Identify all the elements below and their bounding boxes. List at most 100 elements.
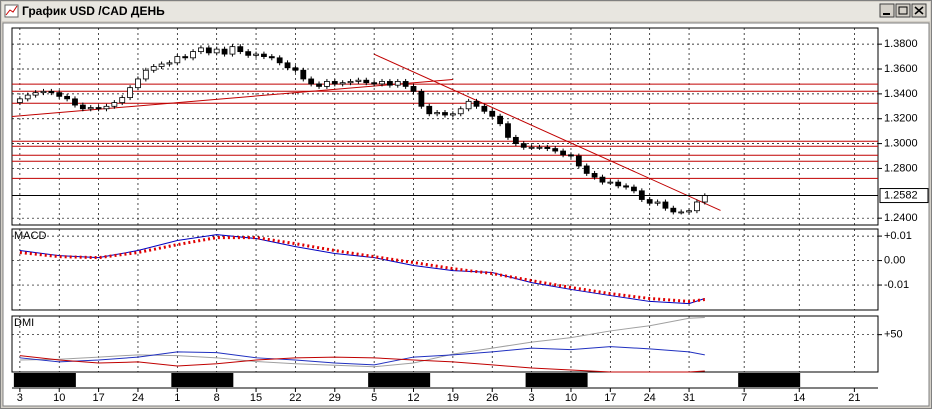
x-tick-label: 5: [371, 392, 377, 404]
candle-body: [426, 105, 433, 115]
title-bar: [2, 2, 930, 21]
y-tick-label: 1.3000: [884, 137, 918, 149]
candle-body: [245, 51, 252, 56]
indicator-line: [19, 355, 705, 373]
candle-body: [371, 82, 378, 85]
chart-area: [2, 22, 930, 407]
candle-body: [615, 181, 622, 187]
x-tick-label: 10: [53, 392, 65, 404]
month-label-box: [368, 373, 431, 387]
candle-body: [316, 83, 322, 87]
candle-body: [418, 90, 425, 107]
candle-body: [560, 150, 566, 156]
candle-body: [449, 113, 456, 116]
x-tick-label: 26: [486, 392, 498, 404]
candle-body: [552, 148, 559, 152]
candle-body: [489, 110, 496, 117]
x-tick-label: 17: [604, 392, 616, 404]
candle-body: [72, 98, 78, 106]
candle-body: [457, 108, 464, 115]
candle-body: [300, 69, 307, 80]
candle-body: [402, 81, 409, 87]
month-label: Июль 2017: [530, 374, 586, 386]
month-label-box: [13, 373, 76, 387]
candle-body: [473, 100, 480, 107]
candle-body: [190, 51, 196, 59]
x-tick-label: 29: [329, 392, 341, 404]
candle-body: [678, 211, 685, 214]
month-label-box: [171, 373, 234, 387]
y-tick-label: +50: [884, 329, 903, 341]
panel-frame: [11, 315, 879, 373]
candle-body: [701, 195, 708, 203]
y-tick-label: 1.3200: [884, 113, 918, 125]
trend-line: [11, 78, 453, 117]
maximize-button[interactable]: [895, 3, 911, 18]
candle-body: [520, 143, 527, 148]
candle-body: [654, 201, 661, 204]
indicator-line: [19, 234, 705, 305]
y-tick-label: 1.3800: [884, 38, 918, 50]
window-title: График USD /CAD ДЕНЬ: [22, 4, 165, 18]
candle-body: [607, 181, 614, 184]
y-tick-label: 1.3600: [884, 63, 918, 75]
minimize-button[interactable]: [879, 3, 895, 18]
candle-body: [103, 105, 110, 110]
candle-body: [355, 79, 362, 82]
candle-body: [465, 100, 472, 110]
candle-body: [394, 81, 401, 86]
month-label: Апр 2017: [18, 374, 65, 386]
y-tick-label: 1.2800: [884, 162, 918, 174]
panel-title: DMI: [14, 317, 34, 329]
candle-body: [158, 63, 165, 67]
candle-body: [686, 210, 692, 213]
candle-body: [331, 81, 338, 85]
last-price-box: [879, 188, 929, 204]
candle-body: [111, 102, 118, 107]
candle-body: [276, 57, 283, 64]
candle-body: [87, 107, 94, 110]
candle-body: [379, 81, 385, 85]
candle-body: [583, 165, 590, 174]
candle-body: [599, 176, 606, 183]
indicator-line: [19, 316, 705, 368]
candle-body: [505, 123, 511, 138]
candle-body: [646, 199, 653, 204]
candle-body: [221, 48, 228, 55]
y-tick-label: 1.3400: [884, 88, 918, 100]
candle-body: [544, 146, 551, 149]
x-tick-label: 1: [174, 392, 180, 404]
candle-body: [268, 56, 275, 59]
x-tick-label: 3: [17, 392, 23, 404]
candle-body: [95, 107, 102, 110]
month-label-box: [525, 373, 588, 387]
candle-body: [56, 92, 63, 97]
candle-body: [694, 201, 700, 212]
candle-body: [631, 186, 637, 192]
month-label: Май 2017: [175, 374, 224, 386]
indicator-line: [19, 236, 705, 303]
candle-body: [32, 92, 39, 96]
candle-body: [528, 146, 535, 149]
candle-body: [512, 136, 519, 144]
candle-body: [536, 146, 543, 149]
x-tick-label: 21: [848, 392, 860, 404]
y-tick-label: 1.2400: [884, 212, 918, 224]
last-price-label: 1.2582: [884, 189, 918, 201]
x-tick-label: 19: [447, 392, 459, 404]
candle-body: [410, 86, 417, 92]
y-tick-label: 0.00: [884, 254, 905, 266]
close-button[interactable]: [911, 3, 927, 18]
candle-body: [284, 62, 291, 69]
x-tick-label: 17: [92, 392, 104, 404]
candle-body: [213, 48, 220, 54]
x-tick-label: 24: [644, 392, 656, 404]
indicator-line: [19, 346, 705, 366]
candle-body: [48, 90, 55, 94]
candle-body: [205, 47, 212, 54]
candle-body: [127, 87, 133, 99]
candle-body: [339, 82, 346, 85]
panel-title: MACD: [14, 230, 46, 242]
candle-body: [662, 201, 669, 209]
